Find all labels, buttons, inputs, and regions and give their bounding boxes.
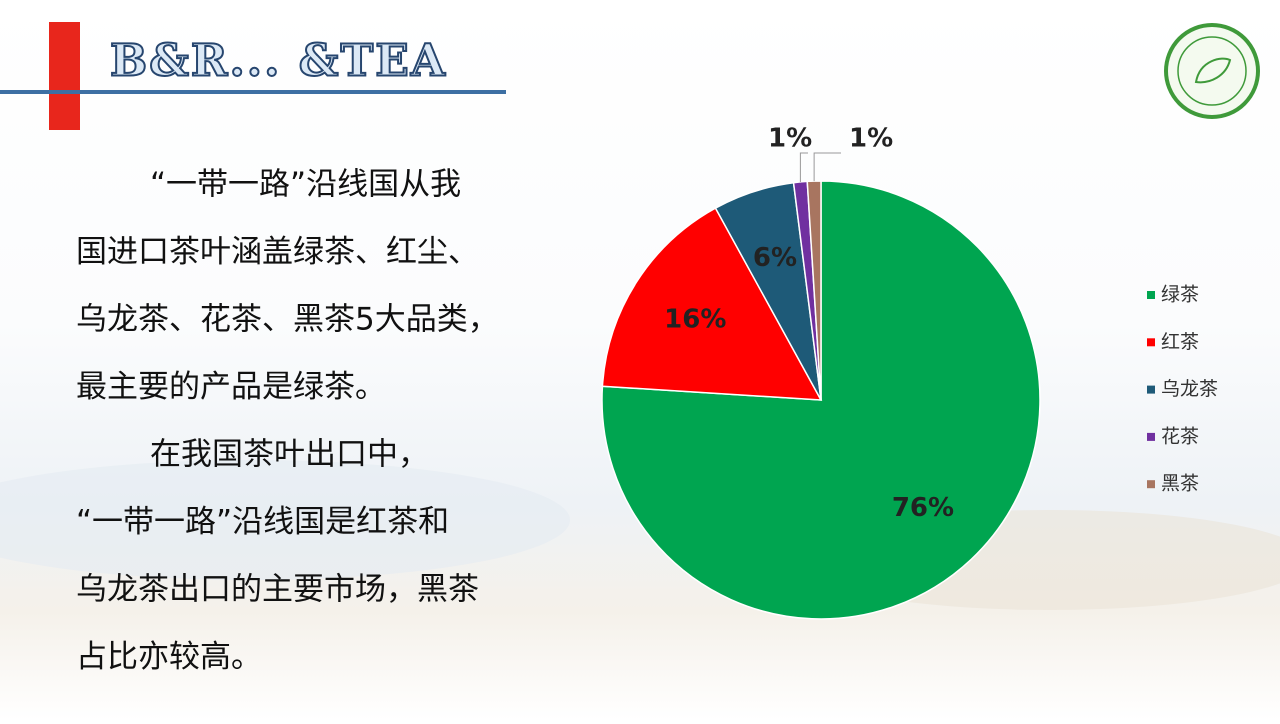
data-label: 6% [753, 243, 797, 273]
legend-swatch [1147, 291, 1155, 299]
data-label: 1% [849, 124, 893, 154]
background-mist [0, 460, 570, 580]
body-text-line: “一带一路”沿线国从我 [150, 167, 461, 203]
data-label: 16% [664, 305, 726, 335]
data-label: 76% [892, 493, 954, 523]
body-text-line: 乌龙茶、花茶、黑茶5大品类， [76, 302, 499, 338]
legend-label: 黑茶 [1161, 473, 1199, 495]
legend-label: 红茶 [1161, 331, 1199, 353]
body-text-line: 国进口茶叶涵盖绿茶、红尘、 [76, 234, 479, 270]
body-text-line: “一带一路”沿线国是红茶和 [76, 504, 449, 540]
body-text-line: 最主要的产品是绿茶。 [76, 369, 386, 405]
pie-slice [601, 207, 823, 401]
leader-line [799, 152, 808, 182]
legend-label: 乌龙茶 [1161, 378, 1218, 400]
body-text-line: 乌龙茶出口的主要市场，黑茶 [76, 572, 479, 608]
body-text-line: 在我国茶叶出口中， [150, 437, 429, 473]
legend-swatch [1147, 338, 1155, 347]
legend-label: 花茶 [1161, 425, 1199, 447]
legend-swatch [1147, 385, 1155, 394]
leader-line [813, 152, 841, 182]
body-text-line: 占比亦较高。 [76, 639, 262, 675]
accent-bar [49, 22, 80, 130]
logo [1164, 23, 1260, 119]
legend-label: 绿茶 [1161, 284, 1199, 306]
data-label: 1% [768, 124, 812, 154]
legend-swatch [1147, 480, 1155, 489]
legend-swatch [1147, 432, 1155, 441]
slide-title: B&R... &TEA [110, 36, 447, 87]
